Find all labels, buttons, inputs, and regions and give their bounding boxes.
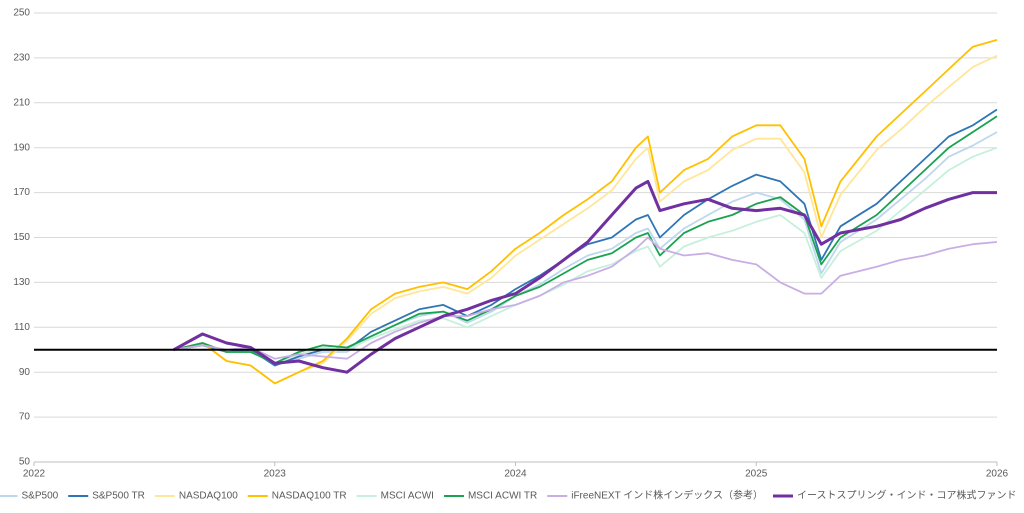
x-tick-label: 2023 [264,469,287,480]
series-line [173,115,998,365]
series-line [172,179,997,374]
series-line [173,146,998,365]
y-tick-label: 150 [13,232,30,243]
y-tick-label: 130 [13,277,30,288]
legend-label: S&P500 TR [92,491,145,502]
series-line [173,39,998,385]
y-tick-label: 250 [13,8,30,19]
y-tick-label: 110 [14,322,30,333]
legend-label: MSCI ACWI TR [468,491,537,502]
x-tick-label: 2026 [986,469,1009,480]
legend-label: S&P500 [22,491,59,502]
y-tick-label: 50 [19,457,31,468]
x-tick-label: 2022 [23,469,46,480]
x-tick-label: 2025 [745,469,768,480]
y-tick-label: 230 [13,53,30,64]
series-line [173,54,998,385]
legend-label: NASDAQ100 TR [272,491,347,502]
legend-label: iFreeNEXT インド株インデックス（参考） [571,489,763,502]
series-line [173,108,998,367]
legend-label: MSCI ACWI [381,491,434,502]
y-tick-label: 70 [19,412,31,423]
x-tick-label: 2024 [504,469,527,480]
series-line [173,236,998,360]
y-tick-label: 90 [19,367,31,378]
y-tick-label: 210 [13,97,30,108]
y-tick-label: 190 [13,142,30,153]
legend-label: NASDAQ100 [179,491,238,502]
series-line [173,131,998,367]
legend-label: イーストスプリング・インド・コア株式ファンド [797,489,1017,502]
y-tick-label: 170 [13,187,30,198]
